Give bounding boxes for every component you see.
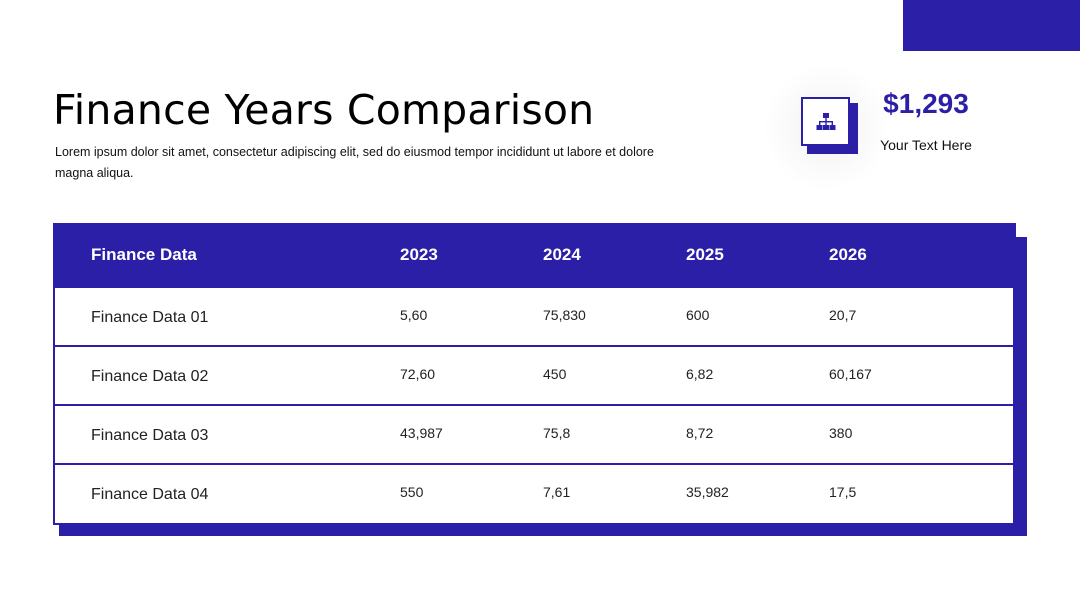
cell-value: 6,82 [686, 366, 714, 382]
org-chart-icon [816, 112, 835, 130]
cell-value: 7,61 [543, 484, 571, 500]
finance-table: Finance Data 2023 2024 2025 2026 Finance… [53, 223, 1015, 525]
table-row: Finance Data 02 72,60 450 6,82 60,167 [55, 345, 1013, 404]
cell-value: 380 [829, 425, 853, 441]
row-label: Finance Data 01 [91, 309, 209, 326]
header-cell-2025: 2025 [686, 244, 724, 264]
cell-value: 75,830 [543, 307, 586, 323]
cell-value: 600 [686, 307, 710, 323]
row-label: Finance Data 04 [91, 486, 209, 503]
header-cell-2023: 2023 [400, 244, 438, 264]
corner-accent-bar [903, 0, 1080, 51]
table-row: Finance Data 03 43,987 75,8 8,72 380 [55, 404, 1013, 463]
cell-value: 5,60 [400, 307, 428, 323]
stat-value: $1,293 [883, 88, 969, 119]
row-label: Finance Data 03 [91, 427, 209, 444]
cell-value: 75,8 [543, 425, 571, 441]
header-cell-finance-data: Finance Data [91, 244, 197, 264]
header-cell-2026: 2026 [829, 244, 867, 264]
page-subtitle: Lorem ipsum dolor sit amet, consectetur … [55, 145, 654, 180]
header-cell-2024: 2024 [543, 244, 581, 264]
cell-value: 8,72 [686, 425, 714, 441]
page-title: Finance Years Comparison [53, 86, 595, 134]
row-label: Finance Data 02 [91, 368, 209, 385]
cell-value: 35,982 [686, 484, 729, 500]
cell-value: 20,7 [829, 307, 857, 323]
cell-value: 60,167 [829, 366, 872, 382]
table-header-row: Finance Data 2023 2024 2025 2026 [55, 223, 1013, 286]
stat-label: Your Text Here [880, 137, 972, 153]
cell-value: 550 [400, 484, 424, 500]
cell-value: 72,60 [400, 366, 436, 382]
table-row: Finance Data 01 5,60 75,830 600 20,7 [55, 286, 1013, 345]
cell-value: 43,987 [400, 425, 443, 441]
table-row: Finance Data 04 550 7,61 35,982 17,5 [55, 463, 1013, 522]
stat-icon-box [801, 97, 850, 146]
cell-value: 17,5 [829, 484, 857, 500]
cell-value: 450 [543, 366, 567, 382]
